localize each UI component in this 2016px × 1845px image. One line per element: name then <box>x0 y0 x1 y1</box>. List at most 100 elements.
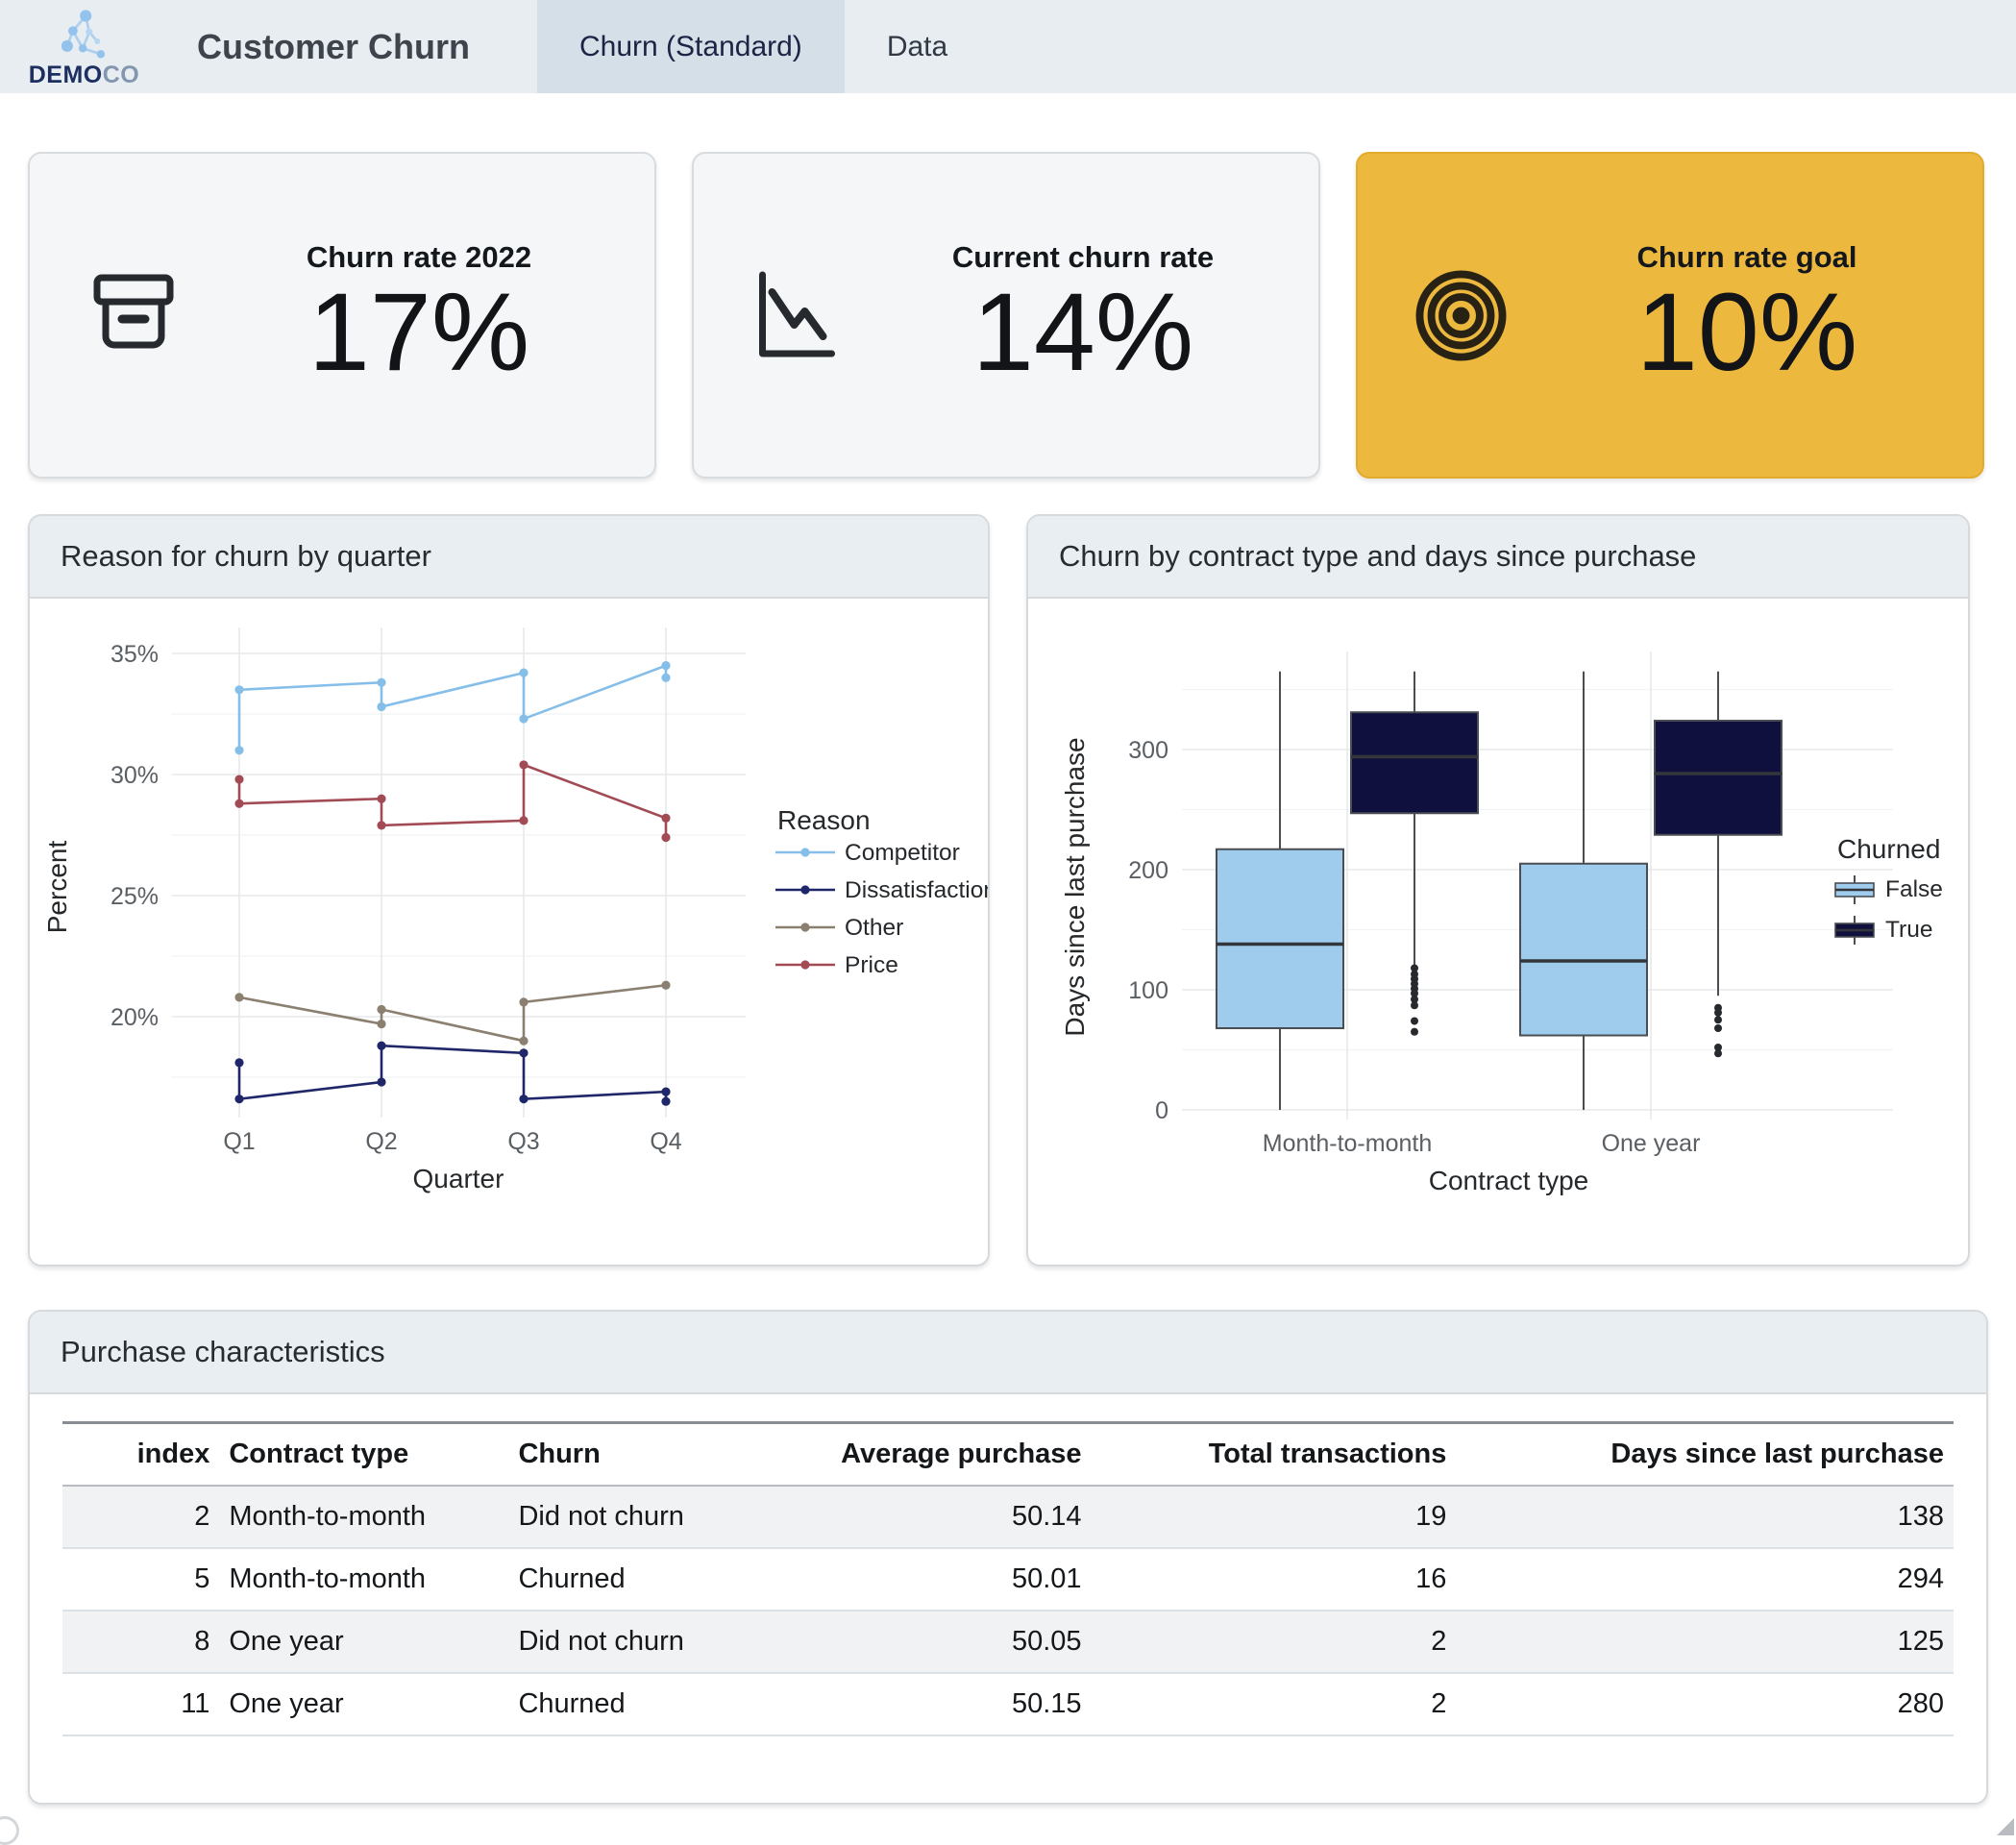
reason-line-chart: 20% 25% 30% 35% Q1 Q2 Q3 Q4 Quarter Percent Reason… <box>42 627 988 1193</box>
kpi-card-churn-2022: Churn rate 2022 17% <box>28 152 656 479</box>
table-row: 11 One year Churned 50.15 2 280 <box>62 1673 1954 1736</box>
table-cell: Did not churn <box>508 1486 759 1549</box>
y-axis-tick-labels: 20% 25% 30% 35% <box>111 641 159 1031</box>
resize-grip-icon <box>1997 1818 2014 1835</box>
svg-text:Competitor: Competitor <box>845 840 960 866</box>
table-body: 2 Month-to-month Did not churn 50.14 19 138 5 M… <box>62 1486 1954 1736</box>
boxes-churned-false <box>1216 671 1648 1110</box>
x-axis-tick-labels: Q1 Q2 Q3 Q4 <box>223 1128 681 1155</box>
table-cell: 16 <box>1091 1548 1457 1611</box>
svg-text:Q2: Q2 <box>365 1128 397 1155</box>
table-cell: 50.14 <box>758 1486 1092 1549</box>
column-header-average-purchase: Average purchase <box>758 1421 1092 1487</box>
tab-churn-standard[interactable]: Churn (Standard) <box>537 0 845 93</box>
table-row: 8 One year Did not churn 50.05 2 125 <box>62 1611 1954 1674</box>
series-other <box>234 980 671 1046</box>
table-cell: 50.01 <box>758 1548 1092 1611</box>
table-cell: 2 <box>1091 1611 1457 1674</box>
svg-text:Q4: Q4 <box>650 1128 681 1155</box>
bottom-left-corner-artifact <box>0 1816 19 1845</box>
svg-text:200: 200 <box>1128 857 1168 884</box>
svg-text:Churned: Churned <box>1837 834 1940 864</box>
kpi-card-current-churn: Current churn rate 14% <box>692 152 1320 479</box>
table-cell: Month-to-month <box>219 1486 509 1549</box>
y-axis-tick-labels: 0 100 200 300 <box>1128 737 1168 1124</box>
kpi-title: Churn rate 2022 <box>306 239 532 274</box>
table-cell: Did not churn <box>508 1611 759 1674</box>
x-axis-tick-labels: Month-to-month One year <box>1263 1130 1701 1157</box>
svg-text:Reason: Reason <box>777 805 871 835</box>
table-cell: One year <box>219 1611 509 1674</box>
tab-bar: Churn (Standard) Data <box>537 0 990 93</box>
table-row: 5 Month-to-month Churned 50.01 16 294 <box>62 1548 1954 1611</box>
svg-text:35%: 35% <box>111 641 159 668</box>
table-cell: 11 <box>62 1673 220 1736</box>
target-icon <box>1358 265 1564 366</box>
table-cell: Churned <box>508 1673 759 1736</box>
kpi-value: 14% <box>971 270 1194 394</box>
column-header-index: index <box>62 1421 220 1487</box>
svg-text:Month-to-month: Month-to-month <box>1263 1130 1432 1157</box>
table-cell: 50.05 <box>758 1611 1092 1674</box>
company-logo: DEMOCO <box>0 0 168 93</box>
column-header-days-since-last-purchase: Days since last purchase <box>1456 1421 1954 1487</box>
svg-text:20%: 20% <box>111 1004 159 1031</box>
kpi-value: 10% <box>1635 270 1858 394</box>
table-cell: Month-to-month <box>219 1548 509 1611</box>
svg-text:30%: 30% <box>111 762 159 789</box>
table-cell: One year <box>219 1673 509 1736</box>
table-cell: 5 <box>62 1548 220 1611</box>
table-cell: 19 <box>1091 1486 1457 1549</box>
kpi-title: Churn rate goal <box>1636 239 1857 274</box>
svg-text:Price: Price <box>845 952 898 978</box>
table-row: 2 Month-to-month Did not churn 50.14 19 138 <box>62 1486 1954 1549</box>
boxes-churned-true <box>1350 671 1782 1058</box>
column-header-churn: Churn <box>508 1421 759 1487</box>
svg-text:100: 100 <box>1128 977 1168 1004</box>
x-axis-title: Quarter <box>413 1164 504 1193</box>
churn-boxplot-panel: Churn by contract type and days since pu… <box>1026 514 1970 1267</box>
line-chart-legend[interactable]: Reason Competitor Dissatisfaction Other Pric… <box>775 805 988 978</box>
table-cell: 280 <box>1456 1673 1954 1736</box>
panel-title-purchase-characteristics: Purchase characteristics <box>30 1312 1986 1394</box>
boxplot-legend[interactable]: Churned False True <box>1834 834 1943 945</box>
x-axis-title: Contract type <box>1429 1166 1589 1195</box>
network-logo-icon <box>55 8 114 63</box>
purchase-characteristics-table: index Contract type Churn Average purchase T… <box>62 1421 1954 1736</box>
table-cell: 2 <box>1091 1673 1457 1736</box>
kpi-value: 17% <box>307 270 530 394</box>
kpi-title: Current churn rate <box>951 239 1215 274</box>
svg-text:One year: One year <box>1602 1130 1701 1157</box>
svg-text:Other: Other <box>845 915 903 941</box>
column-header-total-transactions: Total transactions <box>1091 1421 1457 1487</box>
svg-text:Q1: Q1 <box>223 1128 255 1155</box>
series-competitor <box>234 661 671 755</box>
logo-wordmark: DEMOCO <box>28 62 140 88</box>
kpi-card-row: Churn rate 2022 17% Current churn rate 1… <box>28 152 1984 479</box>
purchase-characteristics-panel: Purchase characteristics index Contract t… <box>28 1310 1988 1805</box>
table-cell: Churned <box>508 1548 759 1611</box>
table-cell: 138 <box>1456 1486 1954 1549</box>
kpi-card-churn-goal: Churn rate goal 10% <box>1356 152 1984 479</box>
svg-text:True: True <box>1885 917 1932 943</box>
table-cell: 50.15 <box>758 1673 1092 1736</box>
series-price <box>234 760 671 843</box>
table-cell: 294 <box>1456 1548 1954 1611</box>
panel-title-reason-for-churn: Reason for churn by quarter <box>30 516 988 599</box>
app-header: DEMOCO Customer Churn Churn (Standard) D… <box>0 0 2016 93</box>
panel-title-churn-boxplot: Churn by contract type and days since pu… <box>1028 516 1968 599</box>
page-title: Customer Churn <box>197 26 471 66</box>
svg-text:25%: 25% <box>111 883 159 910</box>
svg-text:Dissatisfaction: Dissatisfaction <box>845 877 988 903</box>
table-header: index Contract type Churn Average purchase T… <box>62 1421 1954 1487</box>
reason-for-churn-panel: Reason for churn by quarter 20% 25% 30% 35%… <box>28 514 990 1267</box>
archive-box-icon <box>30 270 236 361</box>
tab-data[interactable]: Data <box>886 30 948 62</box>
trend-down-icon <box>694 267 900 363</box>
churn-boxplot-chart: 0 100 200 300 Month-to-month One year Contract… <box>1060 652 1943 1195</box>
y-axis-title: Percent <box>42 841 72 934</box>
table-cell: 125 <box>1456 1611 1954 1674</box>
series-dissatisfaction <box>234 1041 671 1106</box>
svg-text:Q3: Q3 <box>507 1128 539 1155</box>
table-cell: 8 <box>62 1611 220 1674</box>
